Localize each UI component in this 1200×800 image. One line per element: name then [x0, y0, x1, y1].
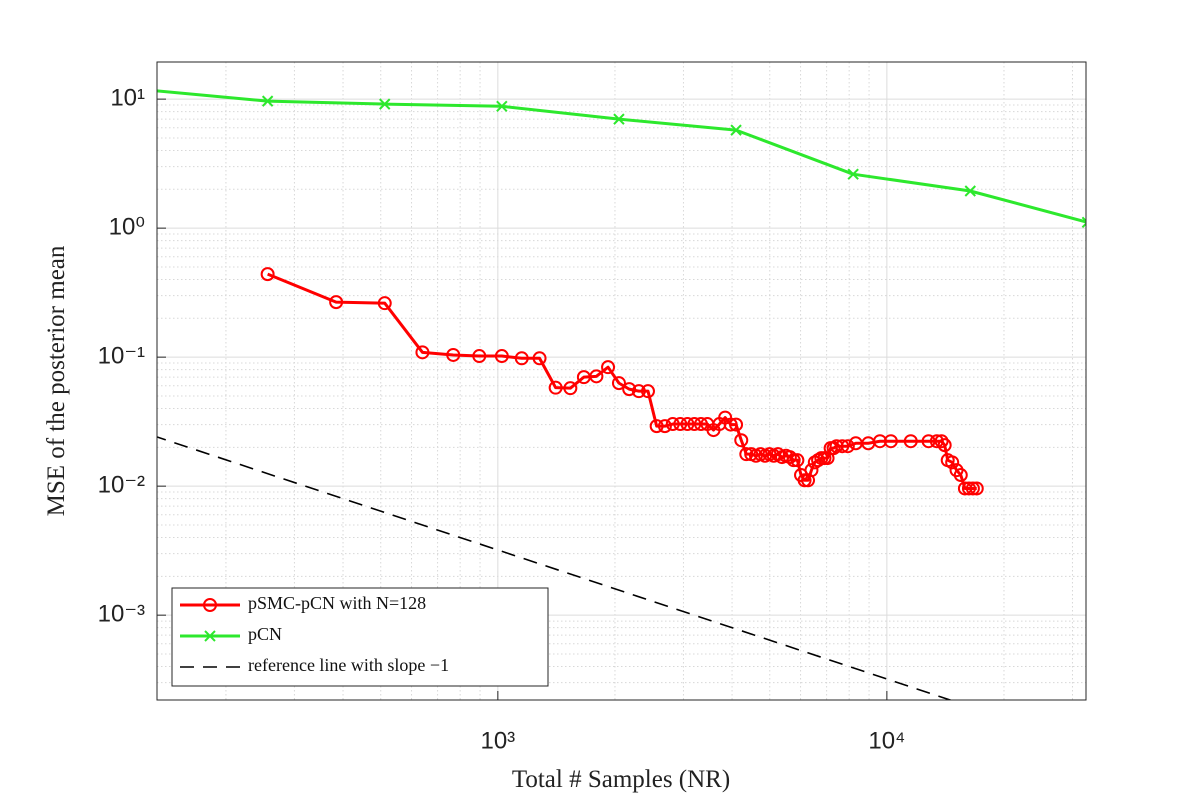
- marker: [835, 439, 850, 454]
- y-tick-label: 10¹: [110, 84, 145, 111]
- y-tick-label: 10⁻²: [98, 472, 145, 499]
- marker: [203, 598, 217, 612]
- marker: [937, 438, 952, 453]
- marker: [613, 113, 625, 125]
- marker: [929, 434, 944, 449]
- marker: [261, 95, 274, 107]
- marker: [631, 384, 646, 399]
- marker: [730, 124, 742, 136]
- marker: [496, 100, 508, 112]
- ticks: 10³ 10⁴ 10⁻³ 10⁻² 10⁻¹ 10⁰ 10¹: [98, 84, 906, 754]
- marker: [826, 441, 841, 456]
- legend-label: pCN: [248, 624, 282, 644]
- legend-label: pSMC-pCN with N=128: [248, 593, 426, 613]
- x-axis-label: Total # Samples (NR): [512, 766, 730, 793]
- marker: [563, 381, 578, 396]
- y-tick-label: 10⁻³: [98, 601, 145, 628]
- marker: [934, 434, 949, 449]
- plot: [146, 85, 1086, 700]
- marker: [377, 296, 392, 311]
- marker: [782, 450, 797, 465]
- marker: [687, 417, 702, 432]
- marker: [961, 481, 976, 496]
- marker: [204, 630, 216, 642]
- marker: [640, 384, 655, 399]
- marker: [611, 376, 626, 391]
- marker: [657, 419, 672, 434]
- marker: [673, 417, 688, 432]
- legend-label: reference line with slope −1: [248, 655, 449, 675]
- y-axis-label: MSE of the posterior mean: [43, 245, 70, 516]
- marker: [680, 417, 695, 432]
- marker: [415, 345, 430, 360]
- marker: [589, 369, 604, 384]
- marker: [969, 481, 984, 496]
- marker: [260, 267, 275, 282]
- marker: [820, 451, 835, 466]
- marker: [494, 349, 509, 364]
- marker: [693, 417, 708, 432]
- marker: [329, 295, 344, 310]
- y-tick-label: 10⁰: [109, 213, 145, 240]
- legend: pSMC-pCN with N=128 pCN reference line wit…: [171, 587, 549, 687]
- marker: [965, 481, 980, 496]
- marker: [665, 417, 680, 432]
- marker: [790, 453, 805, 468]
- y-tick-label: 10⁻¹: [98, 342, 145, 369]
- marker: [446, 347, 461, 362]
- marker: [1081, 216, 1086, 228]
- marker: [883, 434, 898, 449]
- marker: [953, 468, 968, 483]
- marker: [601, 360, 616, 375]
- marker: [786, 453, 801, 468]
- marker: [964, 185, 976, 197]
- marker: [921, 434, 936, 449]
- x-tick-label: 10⁴: [868, 727, 905, 754]
- marker: [649, 419, 664, 434]
- marker: [739, 447, 754, 462]
- marker: [840, 439, 855, 454]
- marker: [532, 351, 547, 366]
- marker: [729, 417, 744, 432]
- axes-box: [156, 61, 1087, 701]
- marker: [723, 417, 738, 432]
- marker: [847, 168, 859, 180]
- x-tick-label: 10³: [480, 727, 515, 754]
- marker: [945, 455, 960, 470]
- marker: [548, 380, 563, 395]
- marker: [146, 85, 156, 95]
- marker: [379, 98, 391, 110]
- marker: [472, 349, 487, 364]
- marker: [514, 351, 529, 366]
- marker: [734, 433, 749, 448]
- marker: [622, 382, 637, 397]
- marker: [804, 463, 819, 478]
- marker: [903, 434, 918, 449]
- grid: [157, 62, 1086, 700]
- marker: [872, 434, 887, 449]
